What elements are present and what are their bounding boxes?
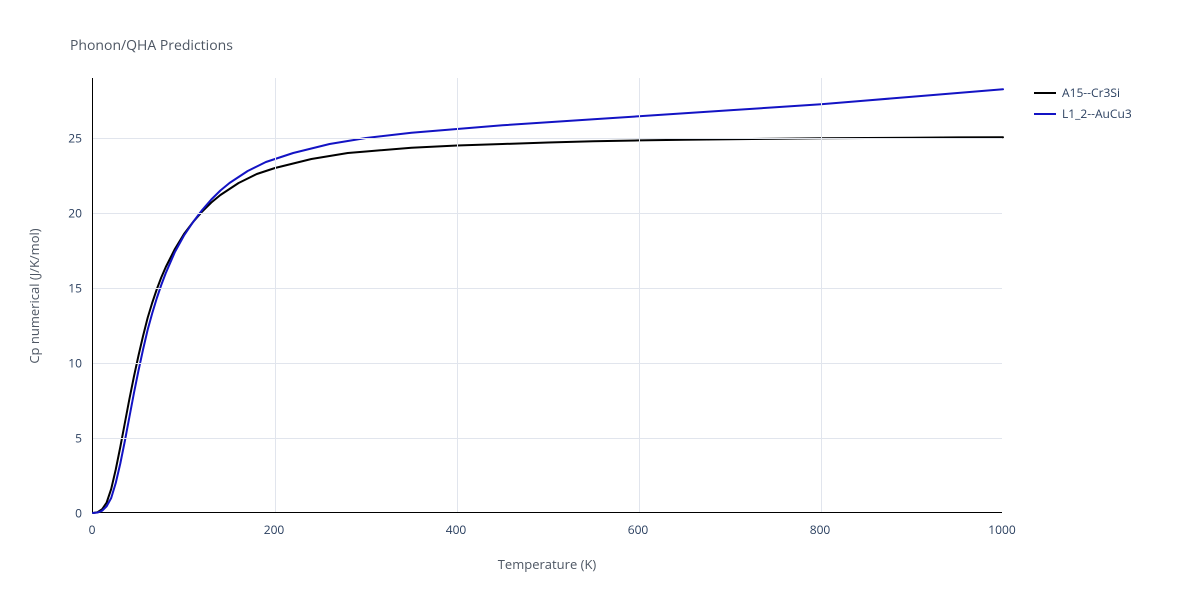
y-axis-label: Cp numerical (J/K/mol) [25, 228, 43, 363]
x-axis-label: Temperature (K) [498, 555, 597, 573]
legend: A15--Cr3Si L1_2--AuCu3 [1034, 84, 1132, 126]
chart-lines [93, 78, 1003, 513]
legend-swatch [1034, 92, 1056, 94]
y-tick-label: 0 [75, 505, 82, 522]
chart-container: Phonon/QHA Predictions Temperature (K) C… [0, 0, 1200, 600]
x-tick-label: 0 [89, 521, 96, 538]
x-tick-label: 1000 [988, 521, 1015, 538]
x-tick-label: 200 [264, 521, 285, 538]
gridline-vertical [275, 78, 276, 512]
series-line[interactable] [93, 89, 1003, 513]
legend-swatch [1034, 113, 1056, 115]
gridline-horizontal [93, 138, 1002, 139]
y-tick-label: 15 [68, 280, 82, 297]
series-line[interactable] [93, 137, 1003, 513]
x-tick-label: 600 [628, 521, 649, 538]
gridline-vertical [457, 78, 458, 512]
y-tick-label: 5 [75, 430, 82, 447]
legend-item[interactable]: A15--Cr3Si [1034, 84, 1132, 101]
x-tick-label: 800 [810, 521, 831, 538]
x-tick-label: 400 [446, 521, 467, 538]
chart-title: Phonon/QHA Predictions [70, 36, 233, 55]
gridline-vertical [639, 78, 640, 512]
y-tick-label: 10 [68, 355, 82, 372]
gridline-horizontal [93, 213, 1002, 214]
plot-area[interactable] [92, 78, 1002, 513]
gridline-horizontal [93, 438, 1002, 439]
legend-label: A15--Cr3Si [1062, 84, 1120, 101]
legend-item[interactable]: L1_2--AuCu3 [1034, 105, 1132, 122]
y-tick-label: 20 [68, 205, 82, 222]
gridline-horizontal [93, 363, 1002, 364]
gridline-horizontal [93, 288, 1002, 289]
gridline-vertical [821, 78, 822, 512]
legend-label: L1_2--AuCu3 [1062, 105, 1132, 122]
y-tick-label: 25 [68, 130, 82, 147]
